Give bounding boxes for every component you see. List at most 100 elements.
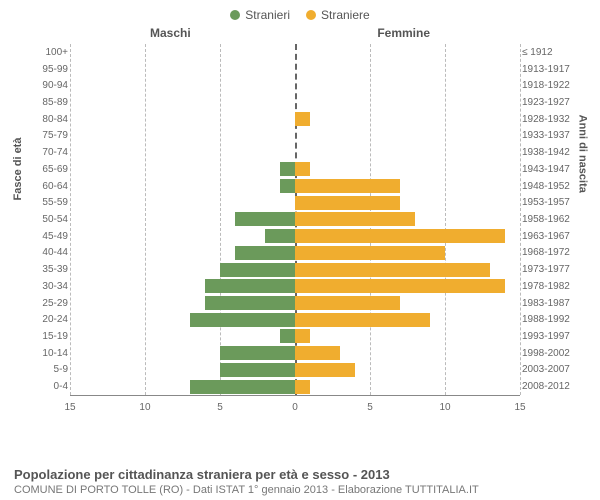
age-row: 5-92003-2007 xyxy=(70,362,520,379)
age-row: 90-941918-1922 xyxy=(70,77,520,94)
legend-swatch-female xyxy=(306,10,316,20)
age-row: 35-391973-1977 xyxy=(70,261,520,278)
year-label: 2003-2007 xyxy=(522,364,578,375)
age-label: 70-74 xyxy=(22,147,68,158)
legend-swatch-male xyxy=(230,10,240,20)
age-row: 100+≤ 1912 xyxy=(70,44,520,61)
age-label: 0-4 xyxy=(22,381,68,392)
bar-female xyxy=(295,196,400,210)
year-label: 1988-1992 xyxy=(522,314,578,325)
bar-female xyxy=(295,313,430,327)
x-tick-label: 10 xyxy=(439,402,450,413)
bar-female xyxy=(295,246,445,260)
bar-female xyxy=(295,112,310,126)
bar-female xyxy=(295,212,415,226)
year-label: 1983-1987 xyxy=(522,298,578,309)
age-row: 55-591953-1957 xyxy=(70,194,520,211)
bar-female xyxy=(295,279,505,293)
bar-female xyxy=(295,263,490,277)
bar-female xyxy=(295,329,310,343)
bar-female xyxy=(295,162,310,176)
age-label: 75-79 xyxy=(22,130,68,141)
bar-male xyxy=(280,179,295,193)
age-row: 70-741938-1942 xyxy=(70,144,520,161)
x-tick-label: 0 xyxy=(292,402,298,413)
bar-male xyxy=(205,279,295,293)
bar-female xyxy=(295,363,355,377)
plot-area: 15105051015100+≤ 191295-991913-191790-94… xyxy=(70,44,520,396)
year-label: 1938-1942 xyxy=(522,147,578,158)
age-row: 50-541958-1962 xyxy=(70,211,520,228)
age-row: 75-791933-1937 xyxy=(70,128,520,145)
year-label: 1933-1937 xyxy=(522,130,578,141)
bar-male xyxy=(220,346,295,360)
x-tick-label: 15 xyxy=(64,402,75,413)
bar-male xyxy=(220,263,295,277)
bar-male xyxy=(235,246,295,260)
age-label: 45-49 xyxy=(22,231,68,242)
x-tick-label: 15 xyxy=(514,402,525,413)
bar-female xyxy=(295,179,400,193)
year-label: 1923-1927 xyxy=(522,97,578,108)
age-label: 95-99 xyxy=(22,64,68,75)
age-row: 10-141998-2002 xyxy=(70,345,520,362)
age-row: 45-491963-1967 xyxy=(70,228,520,245)
age-label: 5-9 xyxy=(22,364,68,375)
age-row: 0-42008-2012 xyxy=(70,378,520,395)
age-row: 80-841928-1932 xyxy=(70,111,520,128)
bar-female xyxy=(295,229,505,243)
year-label: 1918-1922 xyxy=(522,80,578,91)
year-label: 2008-2012 xyxy=(522,381,578,392)
age-row: 20-241988-1992 xyxy=(70,311,520,328)
year-label: 1953-1957 xyxy=(522,197,578,208)
bar-male xyxy=(280,162,295,176)
age-label: 15-19 xyxy=(22,331,68,342)
age-row: 85-891923-1927 xyxy=(70,94,520,111)
bar-male xyxy=(280,329,295,343)
age-label: 10-14 xyxy=(22,348,68,359)
age-label: 85-89 xyxy=(22,97,68,108)
bar-male xyxy=(220,363,295,377)
x-tick-label: 5 xyxy=(367,402,373,413)
bar-male xyxy=(205,296,295,310)
age-label: 65-69 xyxy=(22,164,68,175)
age-label: 100+ xyxy=(22,47,68,58)
age-row: 60-641948-1952 xyxy=(70,178,520,195)
year-label: 1913-1917 xyxy=(522,64,578,75)
column-header-female: Femmine xyxy=(377,26,430,40)
chart-title: Popolazione per cittadinanza straniera p… xyxy=(14,467,586,482)
legend-label-female: Straniere xyxy=(321,8,370,22)
age-row: 40-441968-1972 xyxy=(70,245,520,262)
bar-male xyxy=(265,229,295,243)
year-label: ≤ 1912 xyxy=(522,47,578,58)
bar-female xyxy=(295,296,400,310)
year-label: 1963-1967 xyxy=(522,231,578,242)
age-row: 25-291983-1987 xyxy=(70,295,520,312)
age-row: 30-341978-1982 xyxy=(70,278,520,295)
age-label: 20-24 xyxy=(22,314,68,325)
x-tick-label: 10 xyxy=(139,402,150,413)
year-label: 1948-1952 xyxy=(522,181,578,192)
x-tick-label: 5 xyxy=(217,402,223,413)
chart-subtitle: COMUNE DI PORTO TOLLE (RO) - Dati ISTAT … xyxy=(14,484,586,496)
bar-male xyxy=(235,212,295,226)
legend-label-male: Stranieri xyxy=(245,8,290,22)
bar-female xyxy=(295,380,310,394)
age-row: 95-991913-1917 xyxy=(70,61,520,78)
year-label: 1968-1972 xyxy=(522,247,578,258)
age-label: 25-29 xyxy=(22,298,68,309)
age-label: 40-44 xyxy=(22,247,68,258)
chart: Fasce di età Anni di nascita Maschi Femm… xyxy=(20,26,580,426)
chart-footer: Popolazione per cittadinanza straniera p… xyxy=(14,467,586,496)
year-label: 1993-1997 xyxy=(522,331,578,342)
bar-male xyxy=(190,380,295,394)
age-label: 35-39 xyxy=(22,264,68,275)
legend-item-male: Stranieri xyxy=(230,8,290,22)
bar-male xyxy=(190,313,295,327)
year-label: 1998-2002 xyxy=(522,348,578,359)
column-header-male: Maschi xyxy=(150,26,191,40)
age-label: 60-64 xyxy=(22,181,68,192)
year-label: 1978-1982 xyxy=(522,281,578,292)
gridline xyxy=(520,44,521,395)
legend: Stranieri Straniere xyxy=(0,0,600,22)
